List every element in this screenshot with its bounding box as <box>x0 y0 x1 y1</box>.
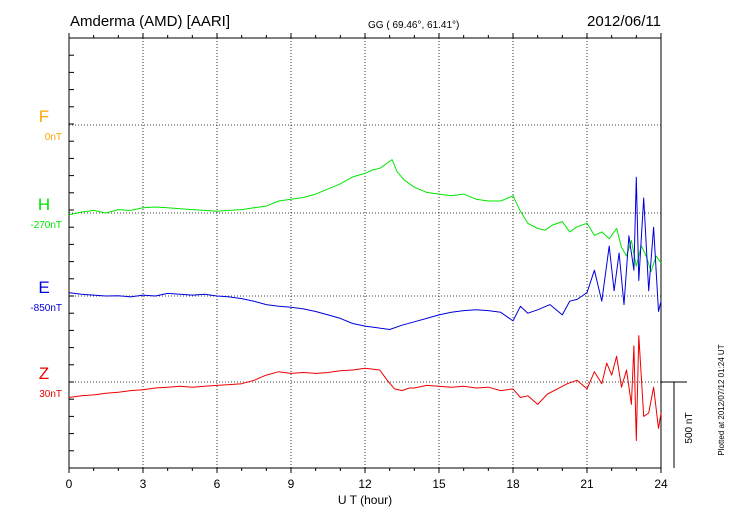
component-z-baseline: 30nT <box>39 389 62 400</box>
x-tick-label: 0 <box>66 477 73 491</box>
x-axis-label: U T (hour) <box>338 493 392 507</box>
series-z-line <box>68 335 662 441</box>
date-label: 2012/06/11 <box>587 13 661 30</box>
component-h-baseline: -270nT <box>30 220 62 231</box>
series-h-line <box>68 159 662 272</box>
plot-frame <box>68 37 662 469</box>
component-labels: F 0nT H -270nT E -850nT Z 30nT <box>30 107 62 400</box>
grid <box>69 38 661 468</box>
component-e-label: E <box>38 278 49 297</box>
series-lines <box>68 159 662 441</box>
x-tick-label: 18 <box>506 477 520 491</box>
component-h-label: H <box>38 195 50 214</box>
component-z-label: Z <box>39 364 49 383</box>
x-tick-label: 12 <box>358 477 372 491</box>
scale-bar-label: 500 nT <box>684 412 695 443</box>
station-title: Amderma (AMD) [AARI] <box>70 13 230 30</box>
x-tick-label: 15 <box>432 477 446 491</box>
plotted-at-note: Plotted at 2012/07/12 01:24 UT <box>717 344 726 455</box>
x-tick-label: 6 <box>214 477 221 491</box>
component-e-baseline: -850nT <box>30 303 62 314</box>
x-tick-label: 21 <box>580 477 594 491</box>
series-e-line <box>68 176 662 330</box>
x-ticks: 0 3 6 9 12 15 18 21 24 <box>66 33 668 491</box>
component-f-baseline: 0nT <box>45 132 62 143</box>
coordinates-label: GG ( 69.46°, 61.41°) <box>368 20 459 31</box>
x-tick-label: 3 <box>140 477 147 491</box>
y-ticks <box>69 54 74 469</box>
x-tick-label: 24 <box>654 477 668 491</box>
x-tick-label: 9 <box>288 477 295 491</box>
component-f-label: F <box>39 107 49 126</box>
